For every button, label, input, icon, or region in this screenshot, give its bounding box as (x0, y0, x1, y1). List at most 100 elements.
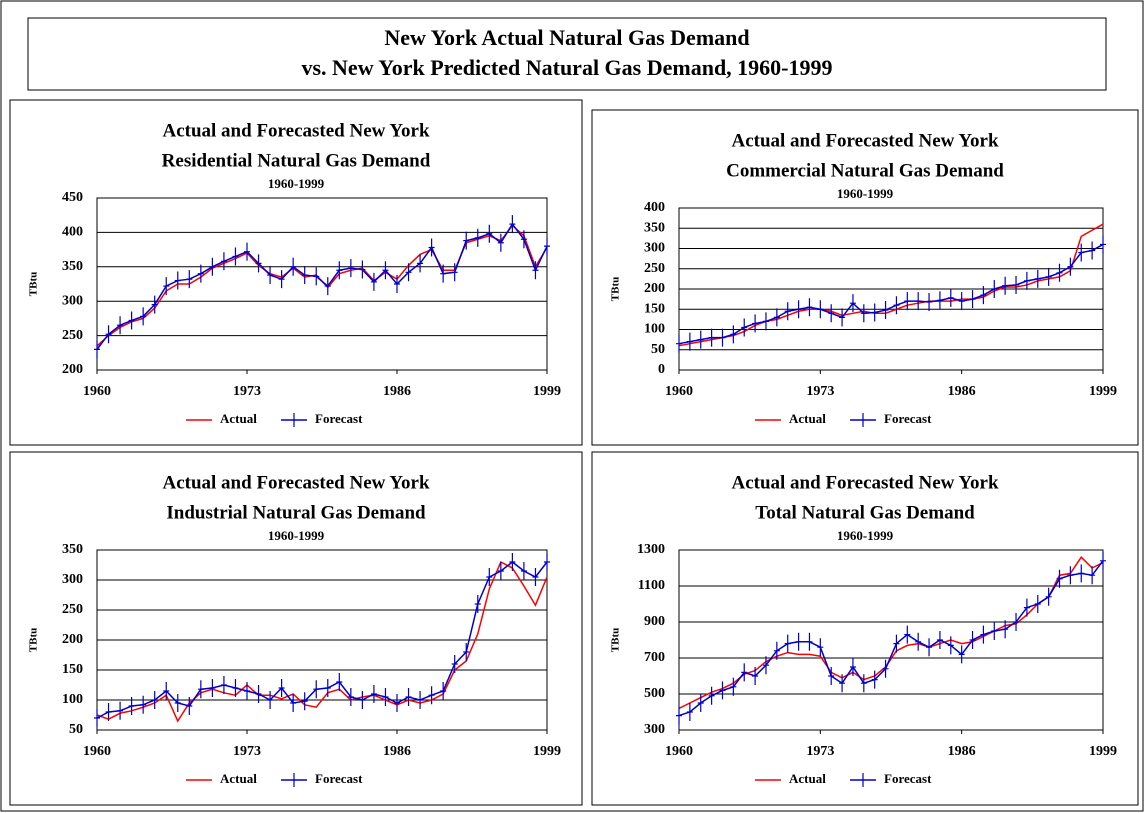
forecast-marker (370, 272, 377, 291)
forecast-marker (926, 638, 933, 657)
chart-title: Total Natural Gas Demand (755, 502, 975, 523)
forecast-marker (1100, 551, 1106, 570)
forecast-marker (255, 254, 262, 273)
forecast-marker (752, 667, 759, 685)
forecast-marker (839, 308, 846, 327)
y-tick-label: 400 (62, 225, 83, 240)
forecast-marker (336, 261, 343, 280)
forecast-marker (232, 247, 239, 266)
forecast-marker (255, 685, 262, 703)
forecast-marker (1034, 269, 1041, 288)
series-line (96, 560, 548, 723)
forecast-marker (1002, 620, 1009, 639)
series-line (96, 222, 548, 350)
forecast-marker (849, 658, 856, 676)
forecast-marker (1013, 613, 1020, 631)
forecast-marker (893, 296, 900, 315)
forecast-marker (893, 634, 900, 653)
series-line (96, 561, 548, 719)
forecast-marker (117, 701, 124, 720)
y-tick-label: 300 (644, 722, 665, 737)
series-line (678, 560, 1104, 717)
forecast-marker (301, 692, 308, 711)
forecast-marker (1056, 263, 1063, 282)
forecast-marker (370, 685, 377, 703)
forecast-marker (915, 632, 922, 651)
x-tick-label: 1986 (383, 744, 411, 759)
forecast-marker (394, 275, 400, 293)
forecast-marker (382, 688, 389, 706)
forecast-marker (795, 632, 802, 651)
legend-label: Actual (220, 771, 257, 786)
y-axis-label: TBtu (28, 272, 40, 296)
forecast-marker (324, 277, 331, 296)
plot-area (96, 197, 548, 371)
legend-label: Forecast (315, 771, 363, 786)
chart-subtitle: 1960-1999 (837, 528, 894, 543)
forecast-marker (140, 695, 147, 714)
forecast-marker (232, 679, 239, 697)
forecast-marker (474, 228, 481, 247)
forecast-marker (762, 656, 769, 675)
forecast-marker (209, 679, 216, 697)
y-tick-label: 900 (644, 614, 665, 629)
forecast-marker (163, 682, 170, 700)
chart-title: Commercial Natural Gas Demand (726, 160, 1004, 181)
y-tick-label: 150 (644, 301, 665, 316)
forecast-marker (163, 277, 170, 296)
forecast-marker (1045, 267, 1052, 286)
x-tick-label: 1973 (806, 384, 834, 399)
forecast-marker (197, 680, 204, 699)
y-axis-label: TBtu (28, 628, 40, 652)
forecast-marker (686, 332, 693, 351)
forecast-marker (394, 694, 400, 712)
forecast-marker (186, 270, 193, 289)
forecast-marker (1089, 566, 1096, 585)
forecast-marker (991, 280, 998, 298)
chart-title: Actual and Forecasted New York (162, 120, 429, 141)
forecast-marker (405, 688, 412, 706)
forecast-marker (301, 266, 308, 285)
forecast-marker (915, 292, 922, 311)
forecast-marker (509, 215, 516, 234)
forecast-marker (290, 694, 297, 712)
forecast-marker (428, 238, 435, 257)
forecast-marker (509, 553, 516, 571)
forecast-marker (220, 252, 227, 271)
x-tick-label: 1973 (233, 384, 261, 399)
forecast-marker (882, 301, 889, 320)
forecast-marker (105, 325, 112, 344)
forecast-marker (313, 267, 320, 286)
forecast-marker (676, 334, 682, 353)
forecast-marker (708, 686, 715, 705)
legend-label: Forecast (884, 771, 932, 786)
forecast-marker (128, 311, 135, 330)
forecast-marker (417, 254, 424, 273)
forecast-marker (1089, 241, 1096, 260)
forecast-marker (197, 264, 204, 283)
forecast-marker (382, 261, 389, 280)
forecast-marker (451, 655, 458, 673)
forecast-marker (860, 674, 867, 693)
forecast-marker (359, 691, 366, 709)
x-tick-label: 1960 (83, 744, 111, 759)
forecast-marker (1013, 275, 1020, 294)
x-tick-label: 1986 (948, 744, 976, 759)
x-tick-label: 1960 (665, 744, 693, 759)
forecast-marker (544, 553, 550, 571)
forecast-marker (1023, 271, 1030, 290)
forecast-marker (474, 595, 481, 613)
panel (9, 451, 583, 806)
forecast-marker (708, 328, 715, 347)
forecast-marker (1034, 595, 1041, 613)
series-line (678, 223, 1104, 347)
chart-title: Actual and Forecasted New York (731, 472, 998, 493)
forecast-marker (174, 694, 181, 712)
x-tick-label: 1960 (665, 384, 693, 399)
forecast-marker (428, 686, 435, 705)
y-axis-label: TBtu (610, 277, 622, 301)
plot-area (96, 549, 548, 731)
y-tick-label: 300 (62, 572, 83, 587)
forecast-marker (806, 298, 813, 317)
plot-area (678, 207, 1104, 371)
